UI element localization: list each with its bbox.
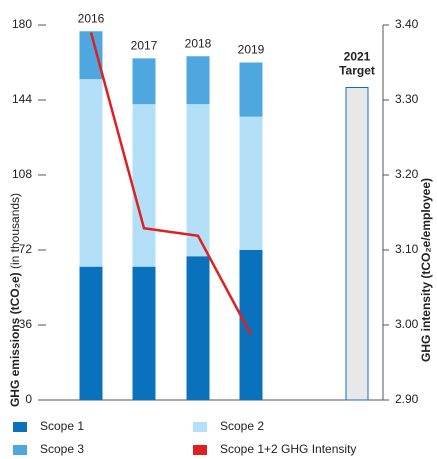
y2-tick-label: 3.20 (395, 167, 419, 181)
intensity-line (89, 32, 253, 336)
x-tick-label: 2018 (185, 36, 212, 50)
legend-swatch (13, 445, 27, 455)
bar-segment (186, 56, 210, 105)
y-axis-label: GHG emissions (tCO₂e) (8, 272, 22, 407)
bar-segment (186, 256, 210, 400)
y-axis-note: (in thousands) (8, 193, 22, 269)
bar-segment (186, 104, 210, 257)
bar-segment (79, 79, 103, 267)
y2-tick-label: 2.90 (395, 392, 419, 406)
bar-segment (239, 116, 263, 251)
y-tick-label: 108 (12, 167, 32, 181)
legend-swatch (13, 422, 27, 432)
y-tick-label: 0 (25, 392, 32, 406)
y2-tick-label: 3.00 (395, 317, 419, 331)
legend-label: Scope 1+2 GHG Intensity (220, 442, 356, 456)
target-bar (345, 87, 369, 401)
x-tick-label: 2017 (131, 39, 158, 53)
legend-swatch (193, 445, 207, 455)
target-label: Target (339, 64, 375, 78)
y-axis-title: GHG emissions (tCO₂e) (in thousands) (8, 193, 22, 407)
bar-segment (132, 58, 156, 105)
bar-segment (79, 266, 103, 400)
legend-label: Scope 2 (220, 419, 264, 433)
target-label: 2021 (344, 50, 371, 64)
bar-segment (239, 62, 263, 117)
y-tick-label: 144 (12, 92, 32, 106)
y-tick-label: 180 (12, 17, 32, 31)
y2-tick-label: 3.10 (395, 242, 419, 256)
y-tick-label: 72 (19, 242, 33, 256)
y-tick-label: 36 (19, 317, 33, 331)
y2-tick-label: 3.30 (395, 92, 419, 106)
legend-swatch (193, 422, 207, 432)
bar-segment (132, 104, 156, 267)
x-tick-label: 2019 (238, 43, 265, 57)
bar-segment (79, 31, 103, 80)
legend-label: Scope 1 (40, 419, 84, 433)
y2-tick-label: 3.40 (395, 17, 419, 31)
y2-axis-title: GHG intensity (tCO₂e/employee) (419, 178, 433, 362)
x-tick-label: 2016 (78, 11, 105, 25)
legend-label: Scope 3 (40, 442, 84, 456)
bar-segment (239, 250, 263, 400)
bar-segment (132, 266, 156, 400)
